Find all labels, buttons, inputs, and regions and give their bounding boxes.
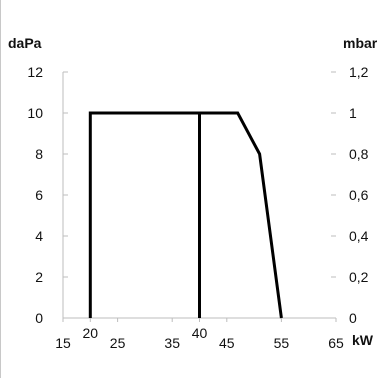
y-left-tick-label: 6 xyxy=(35,187,43,203)
y-right-tick-label: 1,2 xyxy=(349,64,369,80)
series-group xyxy=(88,111,283,319)
series-line-1 xyxy=(88,111,283,319)
y-right-tick-label: 0,6 xyxy=(349,187,369,203)
x-tick-label: 25 xyxy=(110,335,126,351)
y-left-tick-label: 0 xyxy=(35,310,43,326)
y-right-unit-label: mbar xyxy=(343,35,378,51)
x-tick-label: 55 xyxy=(274,335,290,351)
y-right-tick-label: 0,2 xyxy=(349,269,369,285)
y-right-tick-label: 0 xyxy=(349,310,357,326)
y-left-tick-label: 12 xyxy=(27,64,43,80)
y-right-tick-label: 0,8 xyxy=(349,146,369,162)
y-left-tick-label: 4 xyxy=(35,228,43,244)
x-unit-label: kW xyxy=(352,332,374,348)
x-tick-label: 40 xyxy=(192,325,208,341)
x-tick-label: 45 xyxy=(219,335,235,351)
x-tick-label: 35 xyxy=(164,335,180,351)
x-tick-group: 15 20 25 35 40 45 55 65 xyxy=(55,318,344,351)
y-left-tick-label: 2 xyxy=(35,269,43,285)
y-left-unit-label: daPa xyxy=(8,35,42,51)
y-left-tick-group: 0 2 4 6 8 10 12 xyxy=(27,64,68,326)
y-left-tick-label: 10 xyxy=(27,105,43,121)
y-right-tick-group: 0 0,2 0,4 0,6 0,8 1 1,2 xyxy=(331,64,369,326)
y-right-tick-label: 0,4 xyxy=(349,228,369,244)
y-right-tick-label: 1 xyxy=(349,105,357,121)
x-tick-label: 65 xyxy=(328,335,344,351)
x-tick-label: 15 xyxy=(55,335,71,351)
y-left-tick-label: 8 xyxy=(35,146,43,162)
x-tick-label: 20 xyxy=(83,325,99,341)
